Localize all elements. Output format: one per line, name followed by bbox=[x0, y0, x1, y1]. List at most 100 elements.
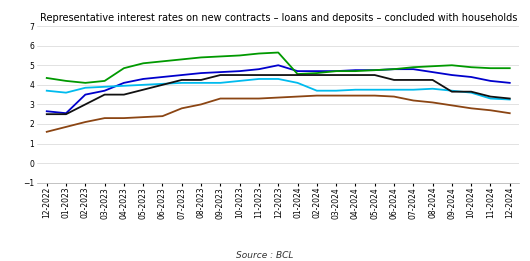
Deposits with agreed maturity bbox=[63, 125, 69, 128]
Loans for house purchase - Floating rate bbox=[179, 74, 185, 77]
Loans for house purchase - Floating rate bbox=[314, 70, 320, 73]
Loans for house purchase - Floating rate bbox=[449, 74, 455, 77]
Deposits with agreed maturity bbox=[256, 97, 262, 100]
Loans for house purchase - Fixed rate bbox=[372, 88, 378, 91]
Loans for house purchase - Floating rate bbox=[82, 93, 89, 96]
Deposits with agreed maturity bbox=[236, 97, 243, 100]
Eurosystem main refinancing operations bbox=[160, 83, 166, 86]
Loans for consumption bbox=[43, 76, 50, 80]
Deposits with agreed maturity bbox=[449, 104, 455, 107]
Loans for house purchase - Fixed rate bbox=[121, 84, 127, 87]
Deposits with agreed maturity bbox=[333, 94, 339, 97]
Deposits with agreed maturity bbox=[294, 95, 301, 98]
Deposits with agreed maturity bbox=[372, 94, 378, 97]
Eurosystem main refinancing operations bbox=[468, 90, 474, 93]
Eurosystem main refinancing operations bbox=[410, 78, 417, 81]
Loans for house purchase - Floating rate bbox=[333, 70, 339, 73]
Loans for consumption bbox=[410, 66, 417, 69]
Loans for house purchase - Fixed rate bbox=[314, 89, 320, 92]
Loans for consumption bbox=[256, 52, 262, 55]
Eurosystem main refinancing operations bbox=[236, 74, 243, 77]
Loans for consumption bbox=[507, 67, 513, 70]
Loans for consumption bbox=[236, 54, 243, 57]
Loans for house purchase - Fixed rate bbox=[63, 91, 69, 94]
Eurosystem main refinancing operations bbox=[372, 74, 378, 77]
Deposits with agreed maturity bbox=[101, 117, 108, 120]
Loans for consumption bbox=[449, 64, 455, 67]
Loans for house purchase - Fixed rate bbox=[468, 91, 474, 94]
Loans for house purchase - Fixed rate bbox=[179, 81, 185, 85]
Loans for consumption bbox=[487, 67, 493, 70]
Eurosystem main refinancing operations bbox=[449, 90, 455, 93]
Eurosystem main refinancing operations bbox=[179, 78, 185, 81]
Loans for house purchase - Fixed rate bbox=[160, 82, 166, 85]
Loans for house purchase - Fixed rate bbox=[275, 78, 281, 81]
Loans for consumption bbox=[217, 55, 224, 58]
Loans for house purchase - Fixed rate bbox=[294, 81, 301, 85]
Eurosystem main refinancing operations bbox=[294, 74, 301, 77]
Line: Eurosystem main refinancing operations: Eurosystem main refinancing operations bbox=[47, 75, 510, 114]
Loans for consumption bbox=[275, 51, 281, 54]
Loans for house purchase - Fixed rate bbox=[391, 88, 397, 91]
Eurosystem main refinancing operations bbox=[314, 74, 320, 77]
Loans for house purchase - Fixed rate bbox=[140, 83, 146, 86]
Deposits with agreed maturity bbox=[160, 115, 166, 118]
Eurosystem main refinancing operations bbox=[217, 74, 224, 77]
Line: Loans for house purchase - Fixed rate: Loans for house purchase - Fixed rate bbox=[47, 79, 510, 99]
Eurosystem main refinancing operations bbox=[43, 113, 50, 116]
Loans for house purchase - Fixed rate bbox=[217, 81, 224, 85]
Loans for house purchase - Fixed rate bbox=[101, 85, 108, 88]
Loans for house purchase - Fixed rate bbox=[43, 89, 50, 92]
Eurosystem main refinancing operations bbox=[333, 74, 339, 77]
Deposits with agreed maturity bbox=[82, 121, 89, 124]
Loans for house purchase - Floating rate bbox=[121, 81, 127, 85]
Eurosystem main refinancing operations bbox=[256, 74, 262, 77]
Loans for house purchase - Fixed rate bbox=[333, 89, 339, 92]
Deposits with agreed maturity bbox=[179, 107, 185, 110]
Loans for consumption bbox=[179, 58, 185, 61]
Eurosystem main refinancing operations bbox=[101, 93, 108, 96]
Loans for consumption bbox=[82, 81, 89, 85]
Loans for house purchase - Fixed rate bbox=[352, 88, 359, 91]
Eurosystem main refinancing operations bbox=[198, 78, 204, 81]
Deposits with agreed maturity bbox=[352, 94, 359, 97]
Loans for house purchase - Floating rate bbox=[352, 69, 359, 72]
Loans for consumption bbox=[372, 69, 378, 72]
Loans for house purchase - Floating rate bbox=[391, 68, 397, 71]
Loans for house purchase - Floating rate bbox=[236, 70, 243, 73]
Loans for consumption bbox=[198, 56, 204, 59]
Loans for house purchase - Floating rate bbox=[468, 75, 474, 79]
Loans for house purchase - Floating rate bbox=[63, 112, 69, 115]
Eurosystem main refinancing operations bbox=[121, 93, 127, 96]
Loans for consumption bbox=[468, 66, 474, 69]
Loans for house purchase - Fixed rate bbox=[507, 98, 513, 101]
Eurosystem main refinancing operations bbox=[391, 78, 397, 81]
Deposits with agreed maturity bbox=[140, 116, 146, 119]
Deposits with agreed maturity bbox=[217, 97, 224, 100]
Loans for consumption bbox=[352, 70, 359, 73]
Loans for house purchase - Fixed rate bbox=[429, 87, 436, 90]
Deposits with agreed maturity bbox=[507, 112, 513, 115]
Loans for house purchase - Fixed rate bbox=[449, 89, 455, 92]
Loans for house purchase - Floating rate bbox=[217, 70, 224, 74]
Deposits with agreed maturity bbox=[43, 130, 50, 133]
Loans for consumption bbox=[314, 72, 320, 75]
Eurosystem main refinancing operations bbox=[352, 74, 359, 77]
Loans for consumption bbox=[140, 62, 146, 65]
Loans for house purchase - Fixed rate bbox=[487, 97, 493, 100]
Loans for house purchase - Fixed rate bbox=[256, 78, 262, 81]
Loans for house purchase - Floating rate bbox=[256, 68, 262, 71]
Loans for consumption bbox=[63, 79, 69, 82]
Loans for consumption bbox=[391, 68, 397, 71]
Text: Source : BCL: Source : BCL bbox=[236, 251, 294, 260]
Eurosystem main refinancing operations bbox=[63, 113, 69, 116]
Deposits with agreed maturity bbox=[487, 109, 493, 112]
Deposits with agreed maturity bbox=[314, 94, 320, 97]
Loans for house purchase - Floating rate bbox=[140, 78, 146, 81]
Loans for consumption bbox=[294, 73, 301, 76]
Deposits with agreed maturity bbox=[275, 96, 281, 99]
Loans for house purchase - Floating rate bbox=[429, 70, 436, 74]
Loans for consumption bbox=[121, 67, 127, 70]
Loans for house purchase - Floating rate bbox=[507, 81, 513, 85]
Loans for house purchase - Floating rate bbox=[294, 70, 301, 73]
